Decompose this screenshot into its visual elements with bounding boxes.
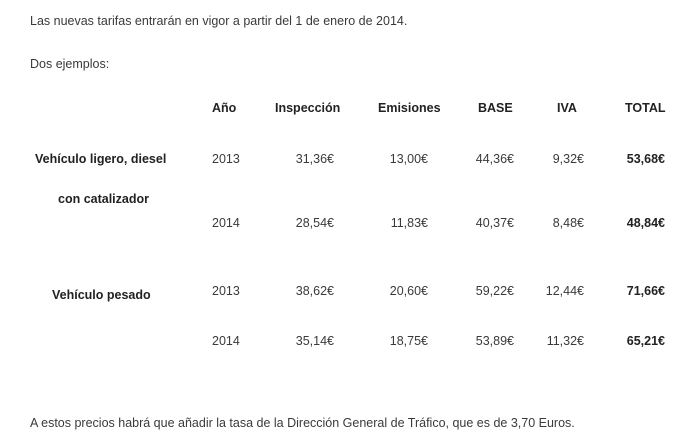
cell-total: 65,21€	[626, 334, 665, 348]
header-emissions: Emisiones	[378, 101, 441, 115]
vehicle-light-label: Vehículo ligero, diesel	[35, 152, 167, 166]
header-iva: IVA	[557, 101, 577, 115]
cell-base: 53,89€	[475, 334, 514, 348]
cell-inspection: 28,54€	[295, 216, 334, 230]
cell-total: 48,84€	[626, 216, 665, 230]
cell-iva: 12,44€	[545, 284, 584, 298]
intro-text: Las nuevas tarifas entrarán en vigor a p…	[30, 14, 408, 28]
cell-iva: 8,48€	[552, 216, 584, 230]
cell-emissions: 20,60€	[389, 284, 428, 298]
cell-iva: 11,32€	[546, 334, 584, 348]
header-base: BASE	[478, 101, 513, 115]
cell-base: 59,22€	[475, 284, 514, 298]
cell-year: 2013	[212, 152, 240, 166]
cell-inspection: 35,14€	[295, 334, 334, 348]
vehicle-heavy-label: Vehículo pesado	[52, 288, 151, 302]
header-inspection: Inspección	[275, 101, 341, 115]
examples-label: Dos ejemplos:	[30, 57, 110, 71]
cell-year: 2013	[212, 284, 240, 298]
cell-year: 2014	[212, 334, 240, 348]
cell-iva: 9,32€	[552, 152, 584, 166]
cell-year: 2014	[212, 216, 240, 230]
cell-inspection: 31,36€	[295, 152, 334, 166]
header-year: Año	[212, 101, 237, 115]
cell-total: 53,68€	[626, 152, 665, 166]
vehicle-light-label-line2: con catalizador	[58, 192, 149, 206]
cell-base: 40,37€	[475, 216, 514, 230]
cell-inspection: 38,62€	[295, 284, 334, 298]
header-total: TOTAL	[625, 101, 666, 115]
cell-emissions: 13,00€	[389, 152, 428, 166]
cell-base: 44,36€	[475, 152, 514, 166]
footer-note: A estos precios habrá que añadir la tasa…	[30, 416, 575, 430]
cell-emissions: 18,75€	[389, 334, 428, 348]
cell-total: 71,66€	[626, 284, 665, 298]
cell-emissions: 11,83€	[390, 216, 428, 230]
